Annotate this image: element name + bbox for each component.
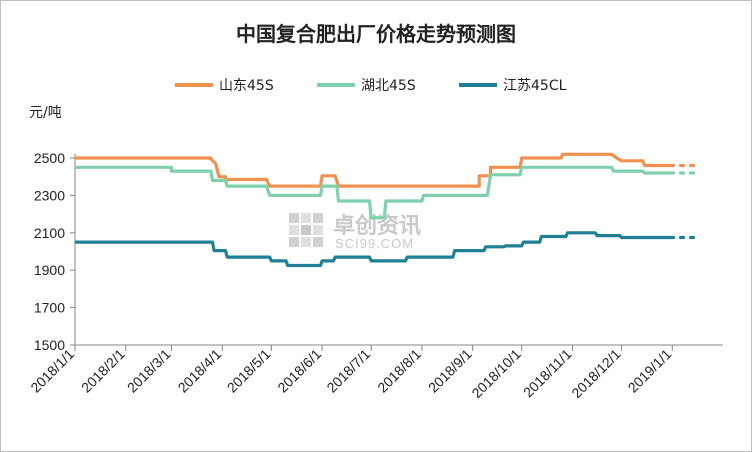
x-tick-label: 2018/1/1 [27,346,77,396]
x-tick-label: 2018/2/1 [78,346,128,396]
y-tick-label: 2100 [34,225,65,241]
x-tick-label: 2018/11/1 [520,346,575,401]
legend-label-1: 山东45S [219,78,274,94]
y-tick-label: 1900 [34,262,65,278]
y-tick-label: 2500 [34,150,65,166]
x-tick-label: 2018/8/1 [374,346,424,396]
x-tick-label: 2018/3/1 [124,346,174,396]
x-tick-label: 2019/1/1 [625,346,675,396]
legend-label-3: 江苏45CL [503,78,567,94]
series-line-3 [75,231,671,268]
x-tick-label: 2018/6/1 [274,346,324,396]
series-layer [75,152,697,268]
x-tick-label: 2018/12/1 [568,346,624,402]
y-tick-label: 1500 [34,337,65,353]
y-axis-unit-label: 元/吨 [29,105,62,121]
x-tick-label: 2018/9/1 [425,346,475,396]
legend: 山东45S 湖北45S 江苏45CL [175,78,567,94]
x-tick-label: 2018/7/1 [323,346,373,396]
x-tick-label: 2018/10/1 [468,346,524,402]
x-tick-label: 2018/5/1 [224,346,274,396]
series-line-1 [75,152,671,188]
y-tick-label: 1700 [34,300,65,316]
x-tick-label: 2018/4/1 [175,346,225,396]
series-line-2 [75,165,671,220]
chart-title: 中国复合肥出厂价格走势预测图 [236,22,516,46]
legend-label-2: 湖北45S [361,78,416,94]
watermark-logo-icon [289,213,323,247]
watermark: 卓创资讯 SCI99.COM [289,213,421,251]
watermark-subtitle: SCI99.COM [335,236,414,251]
y-tick-label: 2300 [34,187,65,203]
